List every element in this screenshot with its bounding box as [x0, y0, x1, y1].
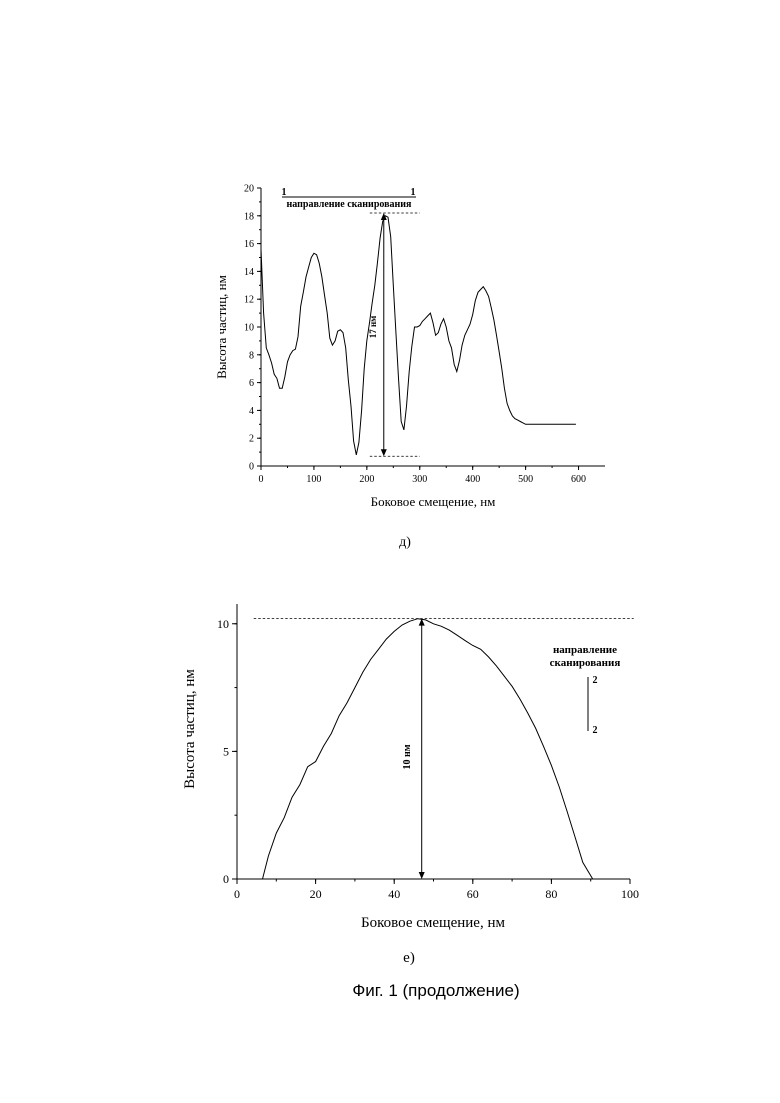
chart-d-panel-label: д)	[399, 535, 411, 550]
y-tick-label: 4	[249, 406, 254, 417]
x-tick-label: 80	[545, 887, 557, 901]
chart-e-scan-direction: направление сканирования 2 2	[550, 644, 621, 736]
scan-start-marker: 2	[593, 675, 598, 686]
chart-d: 0 100 200 300 400 500 600 0 2 4 6 8 10 12 14 16 18 20 Бок…	[214, 184, 605, 551]
y-tick-label: 0	[223, 872, 229, 886]
scan-start-marker: 1	[282, 187, 287, 198]
scan-direction-label-line2: сканирования	[550, 657, 621, 669]
x-tick-label: 400	[465, 474, 480, 485]
chart-d-series-line	[261, 216, 576, 455]
chart-d-y-axis-label: Высота частиц, нм	[214, 275, 229, 379]
scan-end-marker: 1	[411, 187, 416, 198]
x-tick-label: 0	[259, 474, 264, 485]
y-tick-label: 20	[244, 184, 254, 195]
x-tick-label: 500	[518, 474, 533, 485]
y-tick-label: 10	[244, 323, 254, 334]
x-tick-label: 40	[388, 887, 400, 901]
chart-e: 0 20 40 60 80 100 0 5 10 Боковое смещение, нм Вы…	[182, 604, 639, 966]
y-tick-label: 6	[249, 378, 254, 389]
y-tick-label: 5	[223, 745, 229, 759]
y-tick-label: 12	[244, 295, 254, 306]
chart-d-ticks	[257, 188, 579, 470]
y-tick-label: 16	[244, 239, 254, 250]
y-tick-label: 18	[244, 211, 254, 222]
chart-e-series-line	[263, 619, 593, 879]
chart-e-x-axis-label: Боковое смещение, нм	[361, 915, 505, 931]
figure-caption: Фиг. 1 (продолжение)	[352, 981, 519, 1000]
y-tick-label: 8	[249, 350, 254, 361]
scan-direction-label: направление сканирования	[287, 199, 413, 210]
y-tick-label: 10	[217, 617, 229, 631]
chart-d-height-annotation: 17 нм	[368, 213, 420, 456]
x-tick-label: 100	[306, 474, 321, 485]
y-tick-label: 2	[249, 434, 254, 445]
x-tick-label: 100	[621, 887, 639, 901]
x-tick-label: 60	[467, 887, 479, 901]
x-tick-label: 0	[234, 887, 240, 901]
x-tick-label: 200	[359, 474, 374, 485]
height-value-label: 17 нм	[368, 316, 378, 339]
y-tick-label: 0	[249, 462, 254, 473]
y-tick-label: 14	[244, 267, 254, 278]
arrow-head-down-icon	[419, 872, 425, 879]
scan-direction-label-line1: направление	[553, 644, 617, 656]
scan-end-marker: 2	[593, 725, 598, 736]
x-tick-label: 20	[310, 887, 322, 901]
x-tick-label: 600	[571, 474, 586, 485]
x-tick-label: 300	[412, 474, 427, 485]
chart-d-tick-labels: 0 100 200 300 400 500 600 0 2 4 6 8 10 12 14 16 18 20	[244, 184, 586, 486]
arrow-head-down-icon	[381, 449, 387, 456]
chart-e-y-axis-label: Высота частиц, нм	[182, 669, 198, 789]
height-value-label: 10 нм	[402, 744, 413, 769]
chart-e-panel-label: е)	[403, 950, 415, 966]
chart-d-x-axis-label: Боковое смещение, нм	[371, 494, 496, 509]
chart-d-scan-direction: 1 1 направление сканирования	[282, 187, 417, 210]
